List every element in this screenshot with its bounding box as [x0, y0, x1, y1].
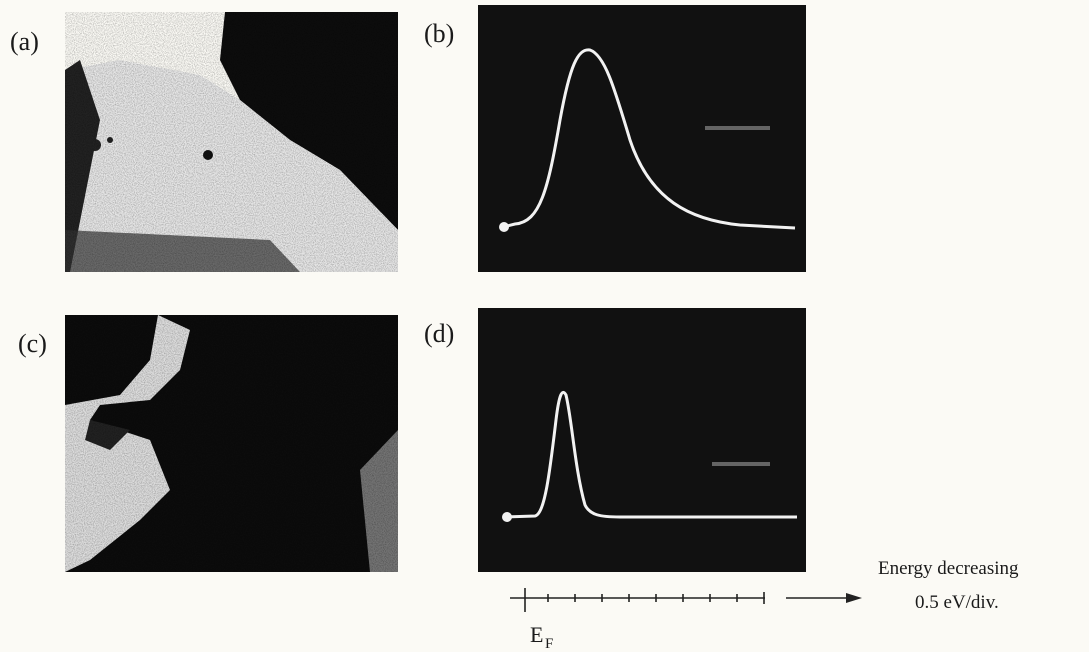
panel-label: (d): [424, 319, 454, 348]
panel-label: (c): [18, 329, 47, 358]
panel-c-image: [65, 315, 398, 572]
panel-label: (b): [424, 19, 454, 48]
energy-scale-bar: [510, 588, 765, 612]
panel-b-trace: [478, 5, 806, 272]
axis-scale: 0.5 eV/div.: [915, 592, 999, 613]
fermi-subscript: F: [545, 636, 553, 652]
fermi-symbol: E: [530, 622, 543, 647]
panel-label: (a): [10, 27, 39, 56]
panel-d-trace: [478, 308, 806, 572]
panel-a-image: [65, 12, 398, 272]
direction-arrow: [786, 593, 862, 603]
axis-direction: Energy decreasing: [878, 558, 1019, 579]
